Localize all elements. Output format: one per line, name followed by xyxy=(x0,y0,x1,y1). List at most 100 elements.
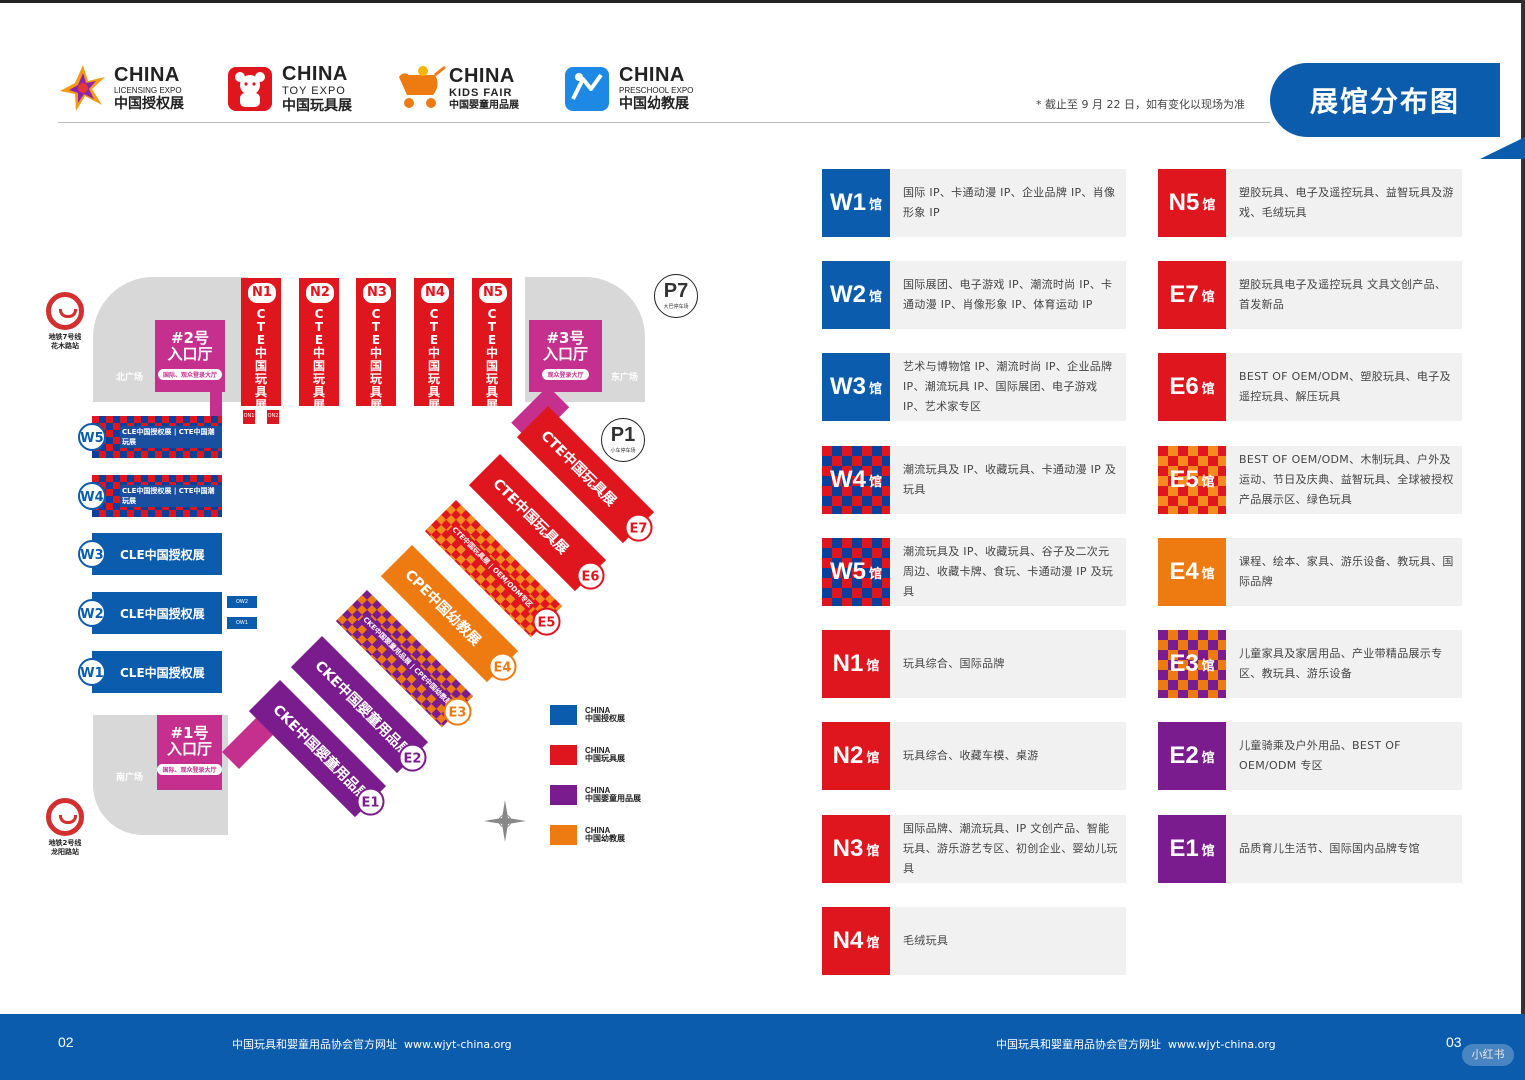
hall-w1[interactable]: CLE中国授权展 xyxy=(92,651,222,693)
hall-w5[interactable]: CLE中国授权展 | CTE中国潮玩展 xyxy=(92,416,222,458)
hall-w4[interactable]: CLE中国授权展 | CTE中国潮玩展 xyxy=(92,475,222,517)
hall-code: E1 xyxy=(356,787,385,816)
legend-label: CHINA 中国婴童用品展 xyxy=(585,787,641,803)
hall-card-e1[interactable]: E1 馆 品质育儿生活节、国际国内品牌专馆 xyxy=(1158,815,1462,883)
hall-w2[interactable]: CLE中国授权展 xyxy=(92,592,222,634)
hall-n5[interactable]: N5 CTE中国玩具展 xyxy=(472,278,512,412)
legend-kids: CHINA 中国婴童用品展 xyxy=(550,784,650,806)
hall-card-e4[interactable]: E4 馆 课程、绘本、家具、游乐设备、教玩具、国际品牌 xyxy=(1158,538,1462,606)
hall-badge: W3 馆 xyxy=(822,353,890,421)
hall-description: 潮流玩具及 IP、收藏玩具、谷子及二次元周边、收藏卡牌、食玩、卡通动漫 IP 及… xyxy=(903,545,1114,598)
hall-description: 毛绒玩具 xyxy=(903,934,949,947)
hall-suffix: 馆 xyxy=(1201,750,1215,766)
hall-code: W1 xyxy=(829,189,866,216)
parking-p7[interactable]: P7 大巴停车场 xyxy=(654,274,698,318)
hall-card-n5[interactable]: N5 馆 塑胶玩具、电子及遥控玩具、益智玩具及游戏、毛绒玩具 xyxy=(1158,169,1462,237)
logo-kids-fair: CHINA KIDS FAIR 中国婴童用品展 xyxy=(393,60,519,116)
legend-en: CHINA xyxy=(585,786,611,795)
legend-cn: 中国婴童用品展 xyxy=(585,794,641,803)
hall-card-e5[interactable]: E5 馆 BEST OF OEM/ODM、木制玩具、户外及运动、节日及庆典、益智玩… xyxy=(1158,446,1462,514)
hall-card-n4[interactable]: N4 馆 毛绒玩具 xyxy=(822,907,1126,975)
hall-badge: W1 馆 xyxy=(822,169,890,237)
hall-card-e3[interactable]: E3 馆 儿童家具及家居用品、产业带精品展示专区、教玩具、游乐设备 xyxy=(1158,630,1462,698)
hall-card-w1[interactable]: W1 馆 国际 IP、卡通动漫 IP、企业品牌 IP、肖像形象 IP xyxy=(822,169,1126,237)
hall-description: 儿童骑乘及户外用品、BEST OF OEM/ODM 专区 xyxy=(1239,739,1401,772)
logo-sub: LICENSING EXPO xyxy=(114,86,182,95)
hall-code: W3 xyxy=(829,373,866,400)
hall-code: E1 xyxy=(1169,835,1199,862)
logo-toy-expo: CHINA TOY EXPO 中国玩具展 xyxy=(226,60,352,116)
hall-code: N3 xyxy=(362,282,392,304)
hall-badge: N4 馆 xyxy=(822,907,890,975)
hall-card-w4[interactable]: W4 馆 潮流玩具及 IP、收藏玩具、卡通动漫 IP 及玩具 xyxy=(822,446,1126,514)
entrance-sub: 入口厅 xyxy=(542,345,588,363)
hall-card-w3[interactable]: W3 馆 艺术与博物馆 IP、潮流时尚 IP、企业品牌 IP、潮流玩具 IP、国际… xyxy=(822,353,1126,421)
legend-label: CHINA 中国授权展 xyxy=(585,707,625,723)
hall-suffix: 馆 xyxy=(866,750,880,766)
footer-site-left[interactable]: 中国玩具和婴童用品协会官方网址 www.wjyt-china.org xyxy=(232,1036,512,1052)
hall-n1[interactable]: N1 CTE中国玩具展 xyxy=(241,278,281,412)
logo-en: CHINA xyxy=(449,64,515,87)
footer: 02 中国玩具和婴童用品协会官方网址 www.wjyt-china.org 中国… xyxy=(0,1014,1525,1080)
hall-suffix: 馆 xyxy=(866,843,880,859)
parking-sub: 大巴停车场 xyxy=(663,304,689,310)
hall-badge: W5 馆 xyxy=(822,538,890,606)
hall-n4[interactable]: N4 CTE中国玩具展 xyxy=(414,278,454,412)
hall-card-n1[interactable]: N1 馆 玩具综合、国际品牌 xyxy=(822,630,1126,698)
page-number-right: 03 xyxy=(1446,1034,1462,1050)
hall-code: E5 xyxy=(1169,466,1199,493)
entrance-2[interactable]: #2号 入口厅 国际、观众登录大厅 xyxy=(155,320,225,392)
hall-suffix: 馆 xyxy=(868,289,882,305)
hall-code: W5 xyxy=(829,558,866,585)
hall-card-n3[interactable]: N3 馆 国际品牌、潮流玩具、IP 文创产品、智能玩具、游乐游艺专区、初创企业、婴… xyxy=(822,815,1126,883)
hall-code: E2 xyxy=(398,743,427,772)
hall-n3[interactable]: N3 CTE中国玩具展 xyxy=(356,278,396,412)
header-divider xyxy=(58,122,1270,123)
metro-line: 地铁7号线 xyxy=(48,333,82,341)
logo-cn: 中国授权展 xyxy=(114,96,184,112)
hall-n2[interactable]: N2 CTE中国玩具展 xyxy=(299,278,339,412)
hall-code: E5 xyxy=(532,607,561,636)
hall-suffix: 馆 xyxy=(1201,289,1215,305)
hall-label: CLE中国授权展 | CTE中国潮玩展 xyxy=(120,426,222,448)
metro-line-2: 地铁2号线 龙阳路站 xyxy=(30,798,100,857)
footer-site-right[interactable]: 中国玩具和婴童用品协会官方网址 www.wjyt-china.org xyxy=(996,1036,1276,1052)
entrance-1[interactable]: #1号 入口厅 国际、观众登录大厅 xyxy=(157,715,222,790)
legend-label: CHINA 中国玩具展 xyxy=(585,747,625,763)
hall-suffix: 馆 xyxy=(868,197,882,213)
hall-card-e7[interactable]: E7 馆 塑胶玩具电子及遥控玩具 文具文创产品、首发新品 xyxy=(1158,261,1462,329)
hall-on2[interactable]: ON2 xyxy=(267,410,279,424)
hall-badge: N1 馆 xyxy=(822,630,890,698)
entrance-3[interactable]: #3号 入口厅 观众登录大厅 xyxy=(529,320,602,392)
hall-w3[interactable]: CLE中国授权展 xyxy=(92,533,222,575)
parking-p1[interactable]: P1 小车停车场 xyxy=(601,418,645,462)
hall-badge: E6 馆 xyxy=(1158,353,1226,421)
site-url: www.wjyt-china.org xyxy=(404,1038,512,1051)
hall-ow1[interactable]: OW1 xyxy=(227,617,257,629)
hall-code: N5 xyxy=(1168,189,1200,216)
hall-suffix: 馆 xyxy=(1201,843,1215,859)
hall-ow2[interactable]: OW2 xyxy=(227,596,257,608)
legend-swatch xyxy=(550,825,577,845)
hall-card-e2[interactable]: E2 馆 儿童骑乘及户外用品、BEST OF OEM/ODM 专区 xyxy=(1158,722,1462,790)
page-title: 展馆分布图 xyxy=(1270,63,1500,137)
hall-description: 玩具综合、收藏车模、桌游 xyxy=(903,749,1039,762)
hall-label: CLE中国授权展 | CTE中国潮玩展 xyxy=(120,485,222,507)
top-border xyxy=(0,0,1525,3)
hall-card-w2[interactable]: W2 馆 国际展团、电子游戏 IP、潮流时尚 IP、卡通动漫 IP、肖像形象 IP… xyxy=(822,261,1126,329)
hall-on1[interactable]: ON1 xyxy=(243,410,255,424)
metro-icon xyxy=(46,798,84,836)
hall-suffix: 馆 xyxy=(868,381,882,397)
stroller-icon xyxy=(393,63,446,113)
hall-card-n2[interactable]: N2 馆 玩具综合、收藏车模、桌游 xyxy=(822,722,1126,790)
hall-card-w5[interactable]: W5 馆 潮流玩具及 IP、收藏玩具、谷子及二次元周边、收藏卡牌、食玩、卡通动漫 … xyxy=(822,538,1126,606)
hall-badge: E7 馆 xyxy=(1158,261,1226,329)
metro-station: 花木路站 xyxy=(51,342,79,350)
hall-code: E3 xyxy=(1169,650,1199,677)
hall-code: E6 xyxy=(576,561,605,590)
hall-description: BEST OF OEM/ODM、塑胶玩具、电子及遥控玩具、解压玩具 xyxy=(1239,370,1451,403)
watermark: 小红书 xyxy=(1462,1044,1514,1066)
hall-card-e6[interactable]: E6 馆 BEST OF OEM/ODM、塑胶玩具、电子及遥控玩具、解压玩具 xyxy=(1158,353,1462,421)
licensing-star-icon xyxy=(58,63,108,113)
hall-code: N5 xyxy=(478,282,508,304)
